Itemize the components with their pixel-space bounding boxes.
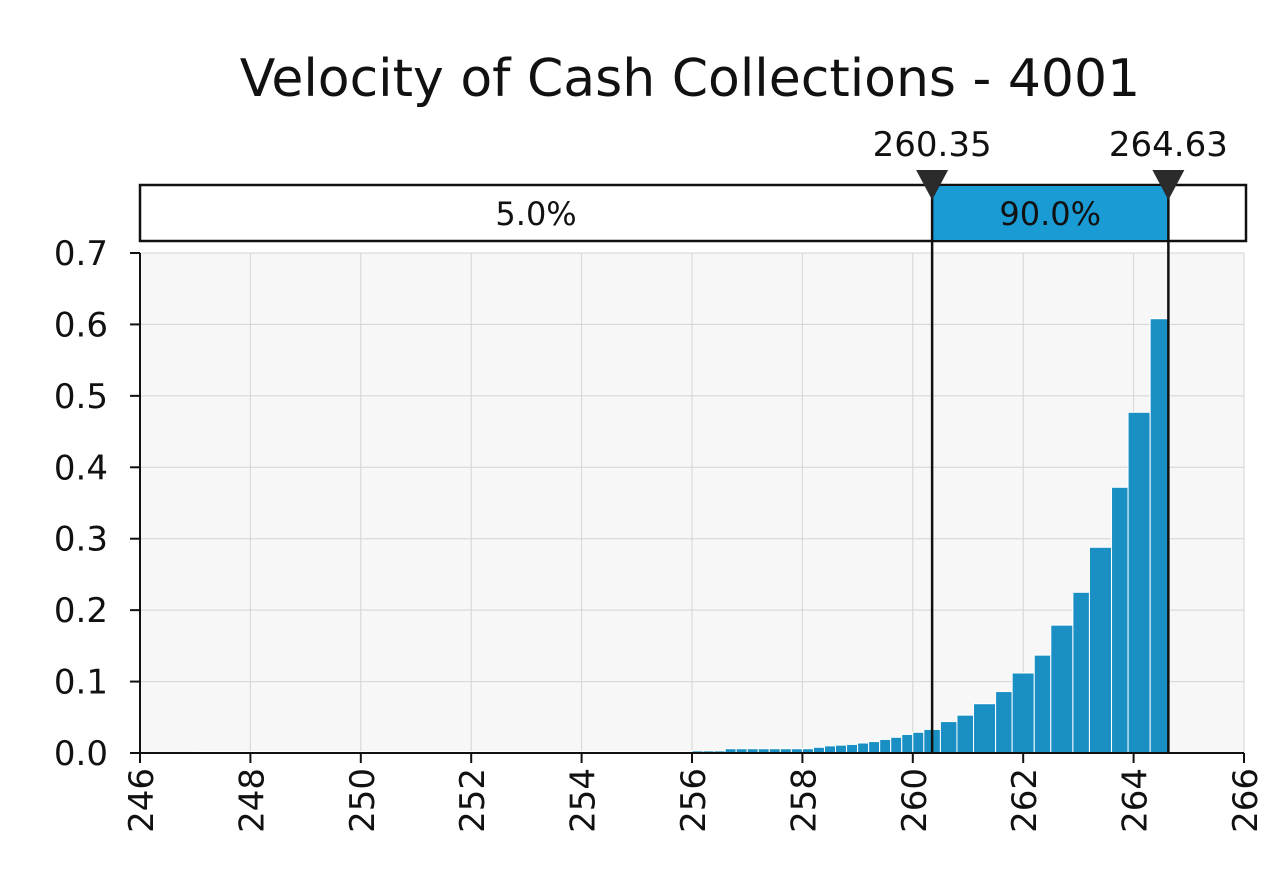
x-tick-label: 252 bbox=[453, 768, 493, 833]
chart-title: Velocity of Cash Collections - 4001 bbox=[240, 49, 1140, 109]
histogram-bar bbox=[939, 721, 958, 754]
threshold-marker-icon bbox=[1152, 170, 1185, 200]
histogram-bar bbox=[956, 714, 975, 754]
y-tick-label: 0.1 bbox=[54, 663, 108, 703]
histogram-bar bbox=[1088, 546, 1113, 754]
histogram-bar bbox=[912, 731, 925, 754]
histogram-bar bbox=[1050, 624, 1074, 754]
x-tick-label: 264 bbox=[1116, 768, 1156, 833]
histogram-bar bbox=[1033, 654, 1052, 754]
histogram-bar bbox=[1011, 672, 1035, 754]
threshold-label: 260.35 bbox=[873, 125, 992, 165]
band-middle-region bbox=[932, 186, 1169, 240]
x-tick-label: 266 bbox=[1226, 768, 1266, 833]
histogram-bar bbox=[857, 742, 870, 754]
x-tick-label: 258 bbox=[784, 768, 824, 833]
x-tick-label: 246 bbox=[122, 768, 162, 833]
y-tick-label: 0.7 bbox=[54, 234, 108, 274]
threshold-markers: 260.35 264.63 bbox=[873, 125, 1228, 753]
histogram-bar bbox=[995, 691, 1013, 754]
x-tick-label: 250 bbox=[343, 768, 383, 833]
histogram-bar bbox=[846, 743, 859, 754]
y-tick-label: 0.3 bbox=[54, 520, 108, 560]
histogram-bar bbox=[835, 744, 848, 754]
band-left-label: 5.0% bbox=[495, 195, 576, 233]
probability-band: 5.0% 90.0% bbox=[138, 183, 1248, 243]
x-tick-label: 262 bbox=[1005, 768, 1045, 833]
histogram-bar bbox=[901, 733, 914, 754]
histogram-bar bbox=[868, 741, 881, 754]
histogram-bar bbox=[1072, 591, 1090, 754]
y-tick-label: 0.6 bbox=[54, 305, 108, 345]
axes bbox=[130, 252, 1245, 763]
x-tick-label: 256 bbox=[674, 768, 714, 833]
histogram-bar bbox=[1149, 318, 1169, 754]
x-tick-label: 248 bbox=[232, 768, 272, 833]
tick-labels: 0.0 0.1 0.2 0.3 0.4 0.5 0.6 0.7 246 248 250 252 254 2… bbox=[54, 234, 1266, 833]
histogram-bar bbox=[1127, 411, 1151, 754]
x-tick-label: 254 bbox=[564, 768, 604, 833]
band-middle-label: 90.0% bbox=[999, 195, 1101, 233]
y-tick-label: 0.5 bbox=[54, 377, 108, 417]
histogram-bar bbox=[973, 703, 997, 754]
threshold-label: 264.63 bbox=[1109, 125, 1228, 165]
histogram-bar bbox=[1111, 486, 1129, 754]
y-tick-label: 0.0 bbox=[54, 734, 108, 774]
x-tick-label: 260 bbox=[895, 768, 935, 833]
histogram-bar bbox=[890, 736, 903, 754]
threshold-marker-icon bbox=[916, 170, 949, 200]
y-tick-label: 0.4 bbox=[54, 448, 108, 488]
histogram-bar bbox=[823, 745, 837, 754]
y-tick-label: 0.2 bbox=[54, 591, 108, 631]
histogram-bar bbox=[879, 738, 892, 754]
